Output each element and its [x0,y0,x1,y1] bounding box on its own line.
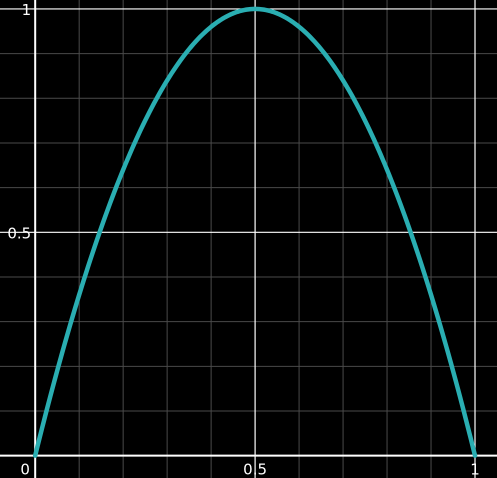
series-layer [32,6,478,458]
y-tick-label: 0.5 [7,224,31,242]
tick-labels: 0 0.5 1 0.5 1 [7,1,479,478]
x-tick-label: 1 [470,461,480,478]
x-tick-label: 0.5 [243,461,267,478]
x-tick-label: 0 [20,461,30,478]
y-tick-label: 1 [22,1,32,19]
series-curve-0 [32,6,478,458]
